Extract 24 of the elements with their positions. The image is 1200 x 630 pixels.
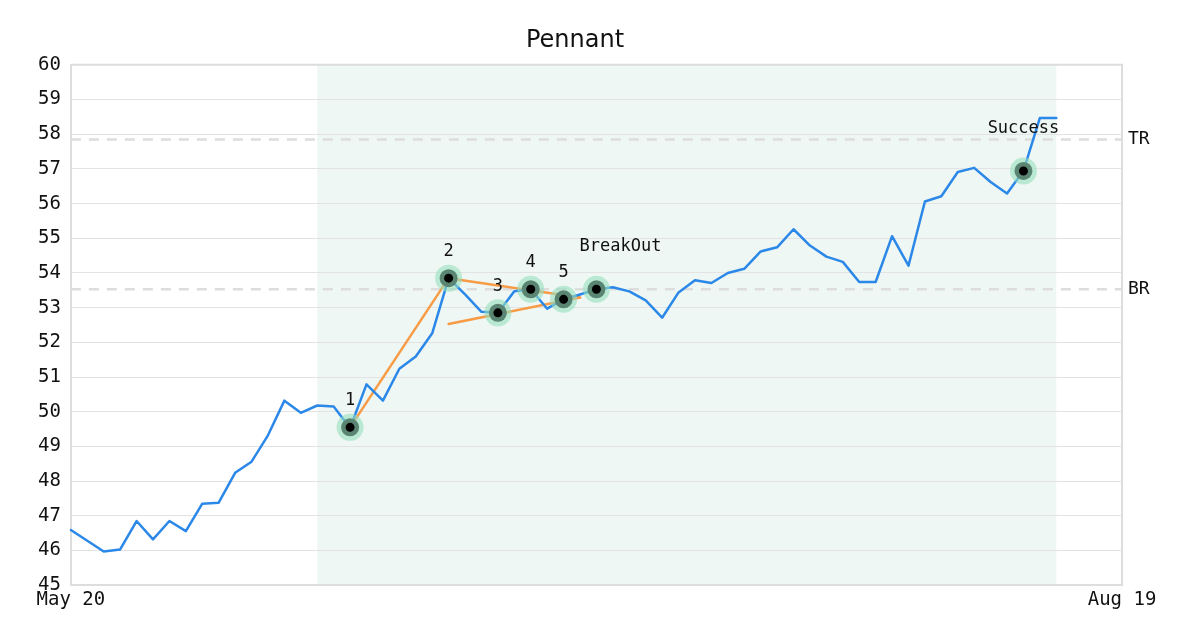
y-tick-label: 55 xyxy=(37,225,61,248)
ref-line-label: BR xyxy=(1128,276,1150,298)
y-tick-label: 56 xyxy=(37,190,61,213)
annotation: 4 xyxy=(525,251,536,272)
y-tick-label: 58 xyxy=(37,121,61,144)
annotation: 1 xyxy=(344,389,356,410)
y-tick-label: 46 xyxy=(37,537,61,560)
ref-line-label: TR xyxy=(1128,127,1150,149)
y-tick-label: 59 xyxy=(37,86,61,109)
annotation: 5 xyxy=(558,261,569,282)
y-tick-label: 53 xyxy=(37,294,61,317)
chart-title: Pennant xyxy=(525,24,625,53)
y-tick-label: 47 xyxy=(37,502,61,525)
y-tick-label: 60 xyxy=(37,51,61,74)
y-tick-label: 51 xyxy=(37,363,61,386)
y-tick-label: 57 xyxy=(37,155,61,178)
y-tick-label: 52 xyxy=(37,329,61,352)
annotation: BreakOut xyxy=(579,235,662,256)
y-tick-label: 50 xyxy=(37,398,61,421)
annotation: 2 xyxy=(443,240,454,261)
y-tick-label: 49 xyxy=(37,433,61,456)
y-tick-label: 54 xyxy=(37,259,61,282)
y-tick-label: 48 xyxy=(37,468,61,491)
x-tick-label: Aug 19 xyxy=(1087,586,1157,609)
